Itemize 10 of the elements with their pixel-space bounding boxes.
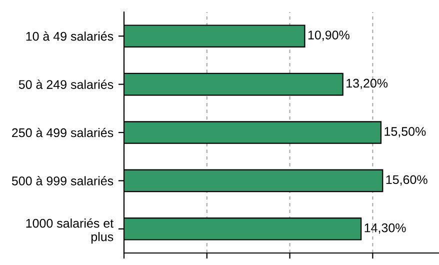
y-tick-label: 250 à 499 salariés: [12, 128, 114, 138]
data-label: 13,20%: [346, 78, 388, 90]
y-tick-label: 500 à 999 salariés: [12, 176, 114, 186]
data-label: 15,50%: [384, 127, 426, 138]
data-label: 14,30%: [364, 223, 406, 234]
data-label: 10,90%: [308, 30, 350, 41]
y-tick-label: 50 à 249 salariés: [18, 80, 114, 89]
data-label: 15,60%: [386, 175, 428, 186]
y-tick-label: 1000 salariés et plus: [26, 218, 114, 244]
y-tick-label: 10 à 49 salariés: [26, 31, 114, 41]
